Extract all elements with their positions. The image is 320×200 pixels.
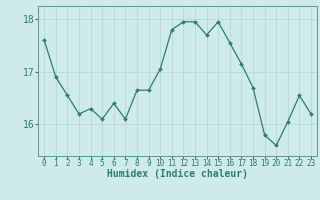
X-axis label: Humidex (Indice chaleur): Humidex (Indice chaleur) — [107, 169, 248, 179]
